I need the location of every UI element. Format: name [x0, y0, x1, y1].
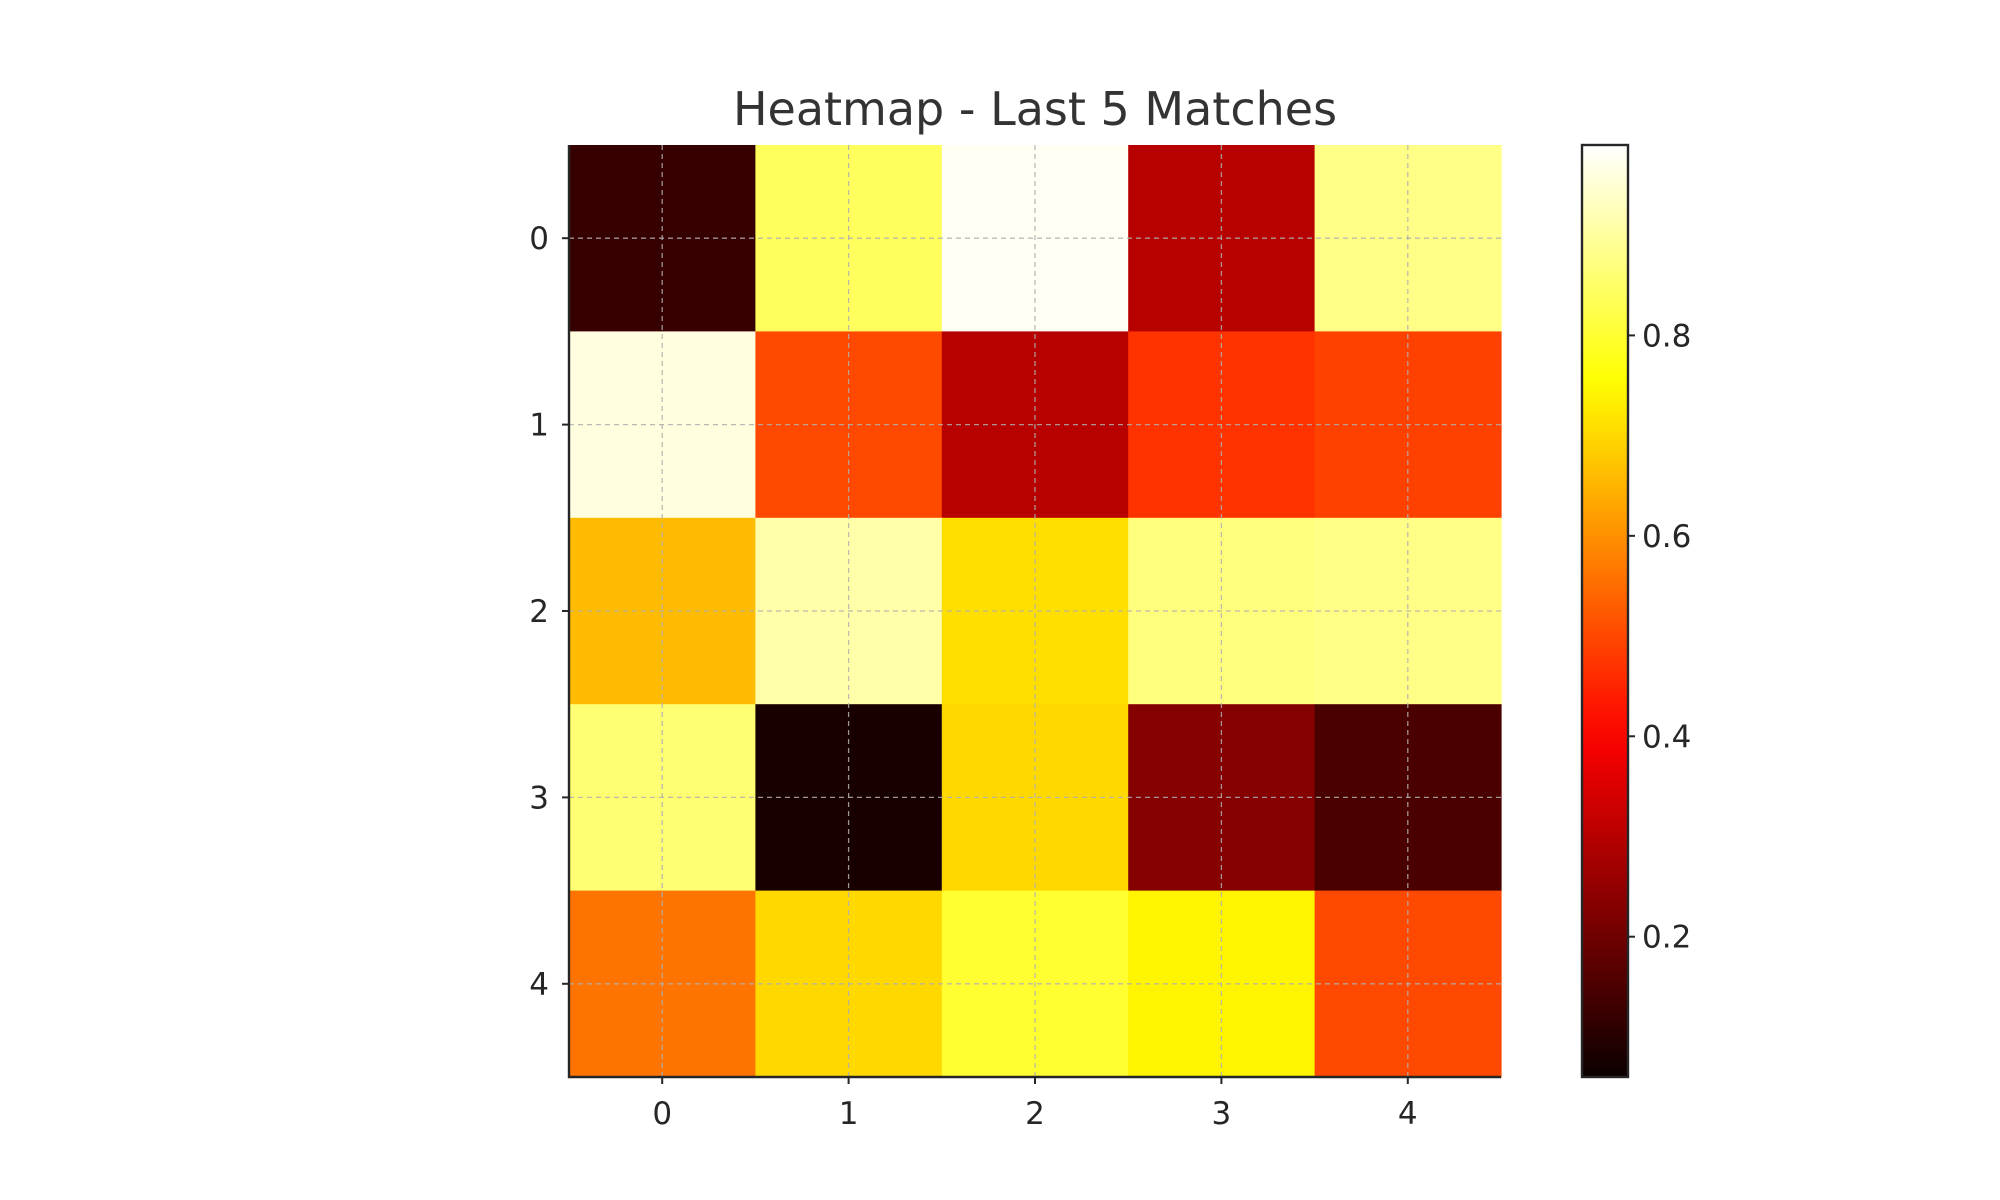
colorbar-tick-label: 0.6	[1642, 519, 1691, 555]
x-tick-label: 4	[1398, 1096, 1418, 1132]
y-tick-label: 0	[529, 221, 549, 257]
y-tick-label: 1	[529, 408, 549, 444]
heatmap-cell-r2-c2	[941, 517, 1129, 705]
y-tick-label: 4	[529, 967, 549, 1003]
x-tick-label: 2	[1025, 1096, 1045, 1132]
y-axis-ticks: 0 1 2 3 4	[529, 221, 569, 1003]
gridlines	[569, 145, 1501, 1077]
colorbar-tick-label: 0.2	[1642, 920, 1691, 956]
colorbar-tick-label: 0.8	[1642, 318, 1691, 354]
chart-title: Heatmap - Last 5 Matches	[733, 82, 1337, 136]
x-tick-label: 1	[839, 1096, 859, 1132]
x-tick-label: 0	[652, 1096, 672, 1132]
x-tick-label: 3	[1212, 1096, 1232, 1132]
colorbar: 0.2 0.4 0.6 0.8	[1580, 143, 1691, 1079]
y-tick-label: 2	[529, 594, 549, 630]
colorbar-gradient	[1580, 143, 1630, 1079]
colorbar-tick-label: 0.4	[1642, 719, 1691, 755]
y-tick-label: 3	[529, 780, 549, 816]
x-axis-ticks: 0 1 2 3 4	[652, 1077, 1418, 1132]
